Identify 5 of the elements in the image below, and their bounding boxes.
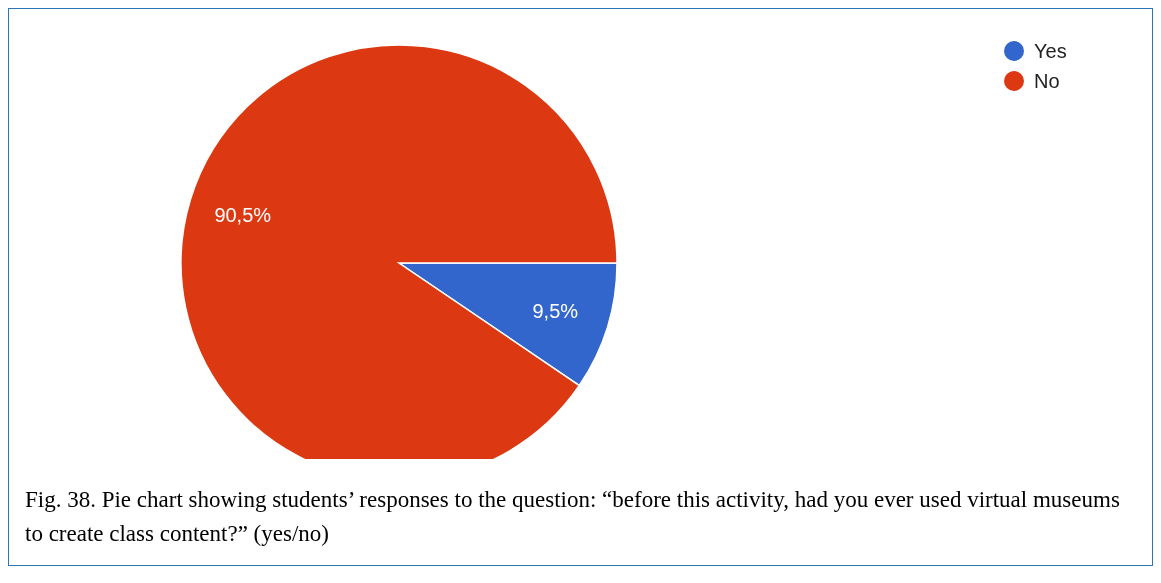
legend-label: Yes: [1034, 40, 1067, 62]
data-label: 90,5%: [214, 203, 272, 226]
caption: Fig. 38. Pie chart showing students’ responses to the question: “before this activity, had you ever used virtual museums to create class content?” (yes/no): [25, 486, 1121, 548]
data-label: 9,5%: [532, 300, 579, 323]
legend-label: No: [1034, 70, 1060, 92]
